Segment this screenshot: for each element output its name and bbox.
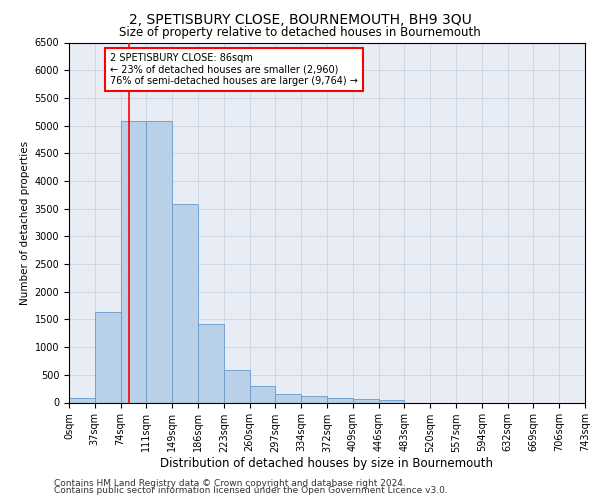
Text: Size of property relative to detached houses in Bournemouth: Size of property relative to detached ho… (119, 26, 481, 39)
Bar (95, 312, 121, 402)
Bar (301, 396, 327, 402)
Bar (327, 398, 353, 402)
Bar (198, 324, 224, 402)
Bar (275, 394, 301, 402)
Text: 2 SPETISBURY CLOSE: 86sqm
← 23% of detached houses are smaller (2,960)
76% of se: 2 SPETISBURY CLOSE: 86sqm ← 23% of detac… (110, 54, 358, 86)
X-axis label: Distribution of detached houses by size in Bournemouth: Distribution of detached houses by size … (161, 458, 493, 470)
Text: Contains public sector information licensed under the Open Government Licence v3: Contains public sector information licen… (54, 486, 448, 495)
Bar (146, 121, 172, 402)
Text: 2, SPETISBURY CLOSE, BOURNEMOUTH, BH9 3QU: 2, SPETISBURY CLOSE, BOURNEMOUTH, BH9 3Q… (128, 12, 472, 26)
Text: Contains HM Land Registry data © Crown copyright and database right 2024.: Contains HM Land Registry data © Crown c… (54, 478, 406, 488)
Bar (353, 400, 379, 402)
Bar (379, 400, 404, 402)
Bar (121, 121, 146, 402)
Y-axis label: Number of detached properties: Number of detached properties (20, 140, 31, 304)
Bar (224, 370, 250, 402)
Bar (69, 398, 95, 402)
Bar (172, 204, 198, 402)
Bar (250, 386, 275, 402)
